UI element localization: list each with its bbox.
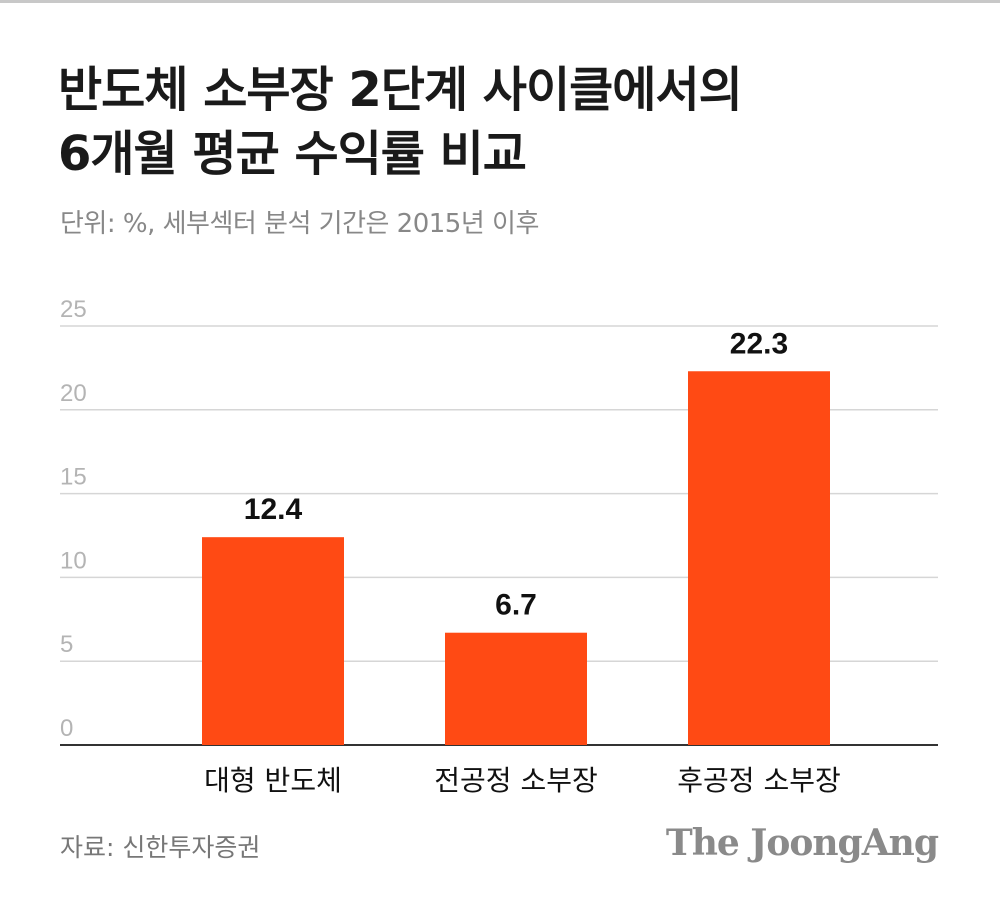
source-note: 자료: 신한투자증권 xyxy=(60,833,261,862)
bar-value-label: 6.7 xyxy=(495,589,537,622)
bar xyxy=(202,537,344,745)
bar-value-label: 22.3 xyxy=(730,327,788,360)
bar xyxy=(688,371,830,745)
y-tick-label: 0 xyxy=(60,715,73,742)
x-category-label: 대형 반도체 xyxy=(204,764,342,797)
chart-subtitle: 단위: %, 세부섹터 분석 기간은 2015년 이후 xyxy=(60,209,539,239)
y-tick-label: 10 xyxy=(60,547,87,574)
publisher-logo: The JoongAng xyxy=(665,822,939,864)
chart-title-line-2: 6개월 평균 수익률 비교 xyxy=(58,126,527,182)
top-rule xyxy=(0,0,1000,3)
chart-title-line-1: 반도체 소부장 2단계 사이클에서의 xyxy=(58,62,743,118)
chart-title: 반도체 소부장 2단계 사이클에서의 6개월 평균 수익률 비교 xyxy=(58,58,958,186)
bar xyxy=(445,632,587,745)
bar-value-label: 12.4 xyxy=(244,493,303,526)
x-category-label: 전공정 소부장 xyxy=(434,764,597,797)
y-tick-label: 15 xyxy=(60,464,87,491)
y-tick-label: 20 xyxy=(60,380,87,407)
x-category-label: 후공정 소부장 xyxy=(677,764,840,797)
y-tick-label: 5 xyxy=(60,631,73,658)
y-tick-label: 25 xyxy=(60,296,87,323)
